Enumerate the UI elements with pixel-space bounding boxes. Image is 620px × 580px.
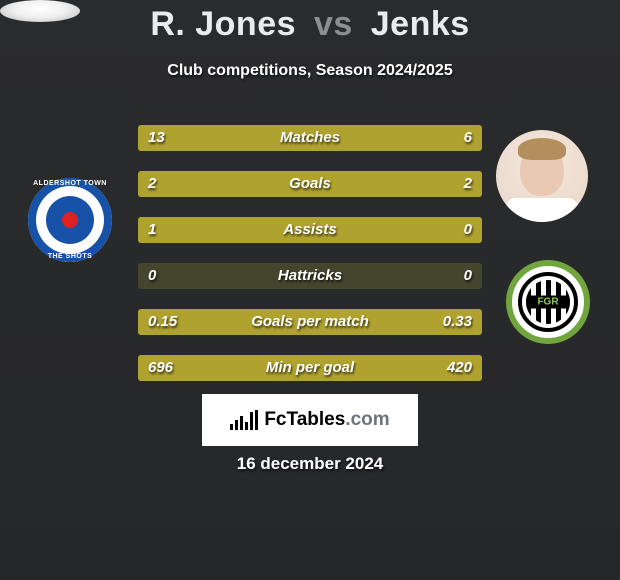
player2-shirt [506, 198, 578, 222]
stats-table: 136Matches 22Goals 10Assists 00Hattricks 0.1… [138, 125, 482, 401]
branding-bar [250, 412, 253, 430]
stat-row: 22Goals [138, 171, 482, 197]
stat-row: 10Assists [138, 217, 482, 243]
title-vs: vs [314, 5, 353, 43]
stat-row: 696420Min per goal [138, 355, 482, 381]
stat-label: Matches [138, 125, 482, 151]
title-player2: Jenks [371, 5, 470, 43]
stat-label: Goals per match [138, 309, 482, 335]
stat-row: 0.150.33Goals per match [138, 309, 482, 335]
stat-label: Goals [138, 171, 482, 197]
branding-bar [245, 422, 248, 430]
branding-box[interactable]: FcTables.com [202, 394, 418, 446]
comparison-card: R. Jones vs Jenks Club competitions, Sea… [0, 0, 620, 580]
stat-label: Hattricks [138, 263, 482, 289]
title-player1: R. Jones [150, 5, 296, 43]
badge2-abbr: FGR [526, 296, 570, 309]
badge1-text-bottom: THE SHOTS [28, 253, 112, 260]
badge1-core [46, 196, 94, 244]
badge1-emblem [56, 206, 84, 234]
branding-text: FcTables.com [264, 409, 389, 431]
badge2-inner: FGR [518, 272, 578, 332]
branding-bar [240, 416, 243, 430]
stat-label: Min per goal [138, 355, 482, 381]
branding-bar [255, 410, 258, 430]
subtitle: Club competitions, Season 2024/2025 [0, 62, 620, 80]
stat-label: Assists [138, 217, 482, 243]
stat-row: 136Matches [138, 125, 482, 151]
player1-club-badge: ALDERSHOT TOWN F.C. THE SHOTS [28, 178, 112, 262]
player2-photo [496, 130, 588, 222]
page-title: R. Jones vs Jenks [0, 5, 620, 44]
player2-club-badge: FGR [506, 260, 590, 344]
branding-bar [230, 424, 233, 430]
badge2-stripes: FGR [526, 280, 570, 324]
branding-domain: .com [345, 409, 389, 430]
player2-hair [518, 138, 566, 160]
branding-bars-icon [230, 410, 258, 430]
branding-name: FcTables [264, 409, 345, 430]
branding-bar [235, 420, 238, 430]
stat-row: 00Hattricks [138, 263, 482, 289]
date-label: 16 december 2024 [0, 454, 620, 474]
